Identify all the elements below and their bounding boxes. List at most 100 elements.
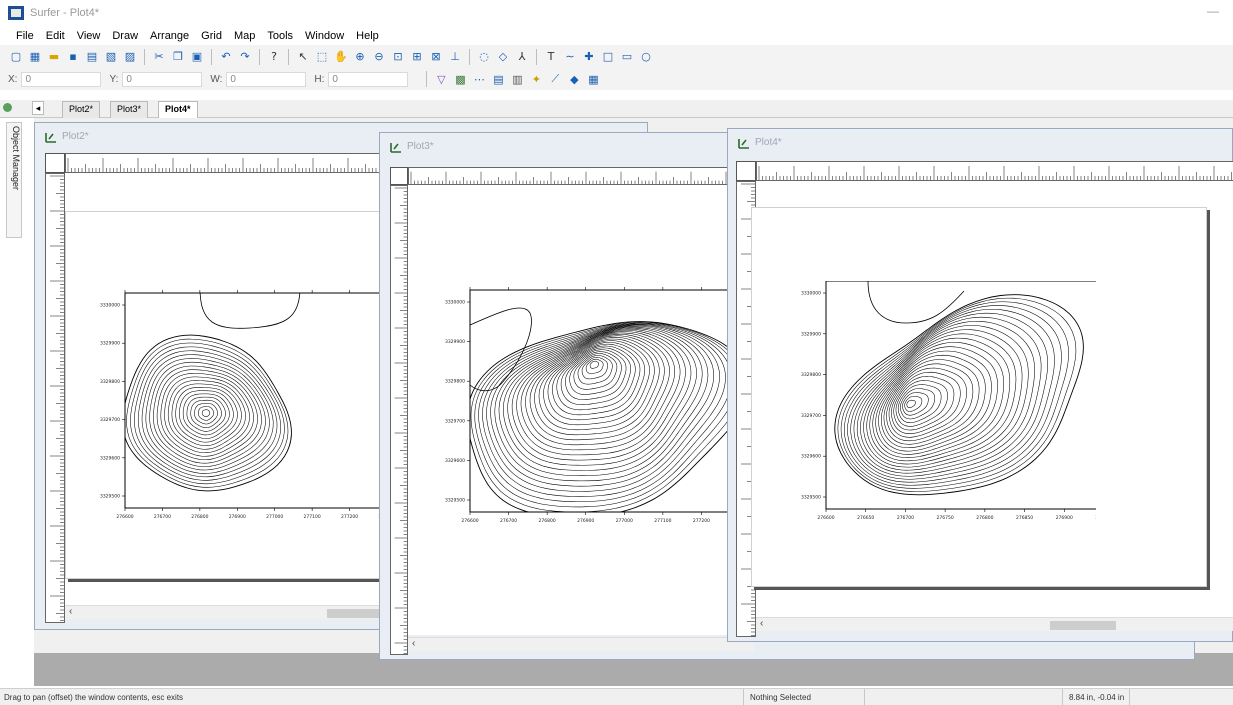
plot-canvas[interactable]: 276600 276700 276800 276900 277000 277100 2772…: [408, 185, 754, 635]
tab-plot4[interactable]: Plot4*: [158, 101, 198, 118]
horizontal-scrollbar[interactable]: ‹: [756, 617, 1233, 631]
scroll-left-icon[interactable]: ‹: [412, 638, 416, 649]
menu-edit[interactable]: Edit: [45, 29, 65, 42]
contour-line: [534, 337, 660, 436]
print-icon[interactable]: ▤: [86, 50, 98, 63]
contour-line: [573, 353, 618, 390]
zoom-out-icon[interactable]: ⊖: [374, 50, 384, 63]
contour-map-icon[interactable]: ▩: [455, 72, 466, 86]
contour-map[interactable]: 276600 276700 276800 276900 277000 277100 2772…: [418, 285, 743, 525]
color-scale-icon[interactable]: ▦: [588, 72, 599, 86]
post-map-icon[interactable]: ⋯: [473, 72, 485, 86]
plot-window-plot4[interactable]: Plot4* 276600 276650 276700 276750 276800 276…: [727, 128, 1233, 642]
contour-map[interactable]: 276600 276650 276700 276750 276800 276850 2769…: [766, 281, 1096, 521]
help-icon[interactable]: ?: [271, 50, 277, 63]
contour-map[interactable]: 276600 276700 276800 276900 277000 277100 2772…: [90, 288, 390, 523]
height-input[interactable]: 0: [328, 71, 409, 87]
menu-tools[interactable]: Tools: [267, 29, 294, 42]
save-icon[interactable]: ▪: [69, 50, 77, 63]
rounded-rect-icon[interactable]: ▭: [621, 50, 633, 63]
minimize-button[interactable]: —: [1207, 4, 1219, 18]
symbol-icon[interactable]: ✚: [584, 50, 594, 63]
digitize-icon[interactable]: ◇: [498, 50, 508, 63]
plot-window-title-bar[interactable]: Plot4*: [728, 129, 1232, 155]
text-icon[interactable]: T: [547, 50, 555, 63]
select-icon[interactable]: ↖: [298, 50, 308, 63]
block-select-icon[interactable]: ⬚: [316, 50, 328, 63]
y-tick-label: 3329700: [445, 418, 465, 424]
contour-line: [141, 354, 274, 474]
y-label: Y:: [109, 73, 119, 85]
menu-file[interactable]: File: [16, 29, 34, 42]
plot-window-icon: [738, 139, 749, 149]
measure-icon[interactable]: ⅄: [518, 50, 526, 63]
tab-scroll-left-button[interactable]: ◂: [32, 101, 44, 115]
ellipse-icon[interactable]: ○: [641, 50, 651, 63]
x-tick-label: 277000: [266, 514, 283, 520]
menu-window[interactable]: Window: [305, 29, 345, 42]
x-position-input[interactable]: 0: [21, 71, 102, 87]
shaded-relief-icon[interactable]: ▥: [512, 72, 523, 86]
new-worksheet-icon[interactable]: ▦: [29, 50, 41, 63]
zoom-actual-icon[interactable]: ⊥: [450, 50, 460, 63]
copy-icon[interactable]: ❐: [173, 50, 183, 63]
width-input[interactable]: 0: [226, 71, 307, 87]
contour-line: [872, 342, 1004, 458]
y-position-input[interactable]: 0: [122, 71, 203, 87]
import-icon[interactable]: ▧: [105, 50, 117, 63]
contour-line: [529, 335, 665, 441]
reshape-icon[interactable]: ◌: [479, 50, 489, 63]
contour-line: [516, 331, 681, 456]
contour-line: [556, 345, 636, 411]
plot-canvas[interactable]: 276600 276650 276700 276750 276800 276850 2769…: [751, 181, 1233, 617]
object-manager-pin-icon[interactable]: [3, 103, 12, 112]
scroll-left-icon[interactable]: ‹: [760, 618, 764, 629]
contour-line: [866, 333, 1017, 465]
undo-icon[interactable]: ↶: [221, 50, 231, 63]
contour-line: [137, 350, 278, 478]
base-map-icon[interactable]: ▽: [437, 72, 446, 86]
pan-icon[interactable]: ✋: [334, 50, 348, 63]
y-tick-label: 3329900: [445, 339, 465, 345]
menu-grid[interactable]: Grid: [201, 29, 222, 42]
menu-arrange[interactable]: Arrange: [150, 29, 190, 42]
menu-view[interactable]: View: [76, 29, 101, 42]
y-tick-label: 3330000: [100, 303, 120, 309]
new-icon[interactable]: ▢: [10, 50, 22, 63]
tab-plot2[interactable]: Plot2*: [62, 101, 101, 118]
export-icon[interactable]: ▨: [124, 50, 136, 63]
surface-icon[interactable]: ◆: [570, 72, 579, 86]
contour-line: [126, 338, 289, 488]
rectangle-icon[interactable]: □: [602, 50, 614, 63]
toolbar-separator: [469, 48, 470, 65]
x-tick-label: 277000: [616, 518, 633, 524]
contour-line: [490, 325, 715, 487]
cut-icon[interactable]: ✂: [154, 50, 164, 63]
scrollbar-thumb[interactable]: [1050, 621, 1116, 630]
zoom-fit-icon[interactable]: ⊞: [412, 50, 422, 63]
paste-icon[interactable]: ▣: [191, 50, 203, 63]
open-icon[interactable]: ▬: [48, 50, 60, 63]
wireframe-icon[interactable]: ⟋: [551, 72, 560, 85]
image-map-icon[interactable]: ▤: [493, 72, 504, 86]
object-manager-panel[interactable]: Object Manager: [6, 122, 22, 238]
tab-plot3[interactable]: Plot3*: [110, 101, 149, 118]
contour-line: [474, 322, 738, 508]
zoom-rect-icon[interactable]: ⊡: [393, 50, 403, 63]
horizontal-scrollbar[interactable]: ‹: [408, 637, 754, 651]
contour-line: [199, 293, 301, 329]
vector-map-icon[interactable]: ✦: [531, 72, 542, 86]
menu-draw[interactable]: Draw: [112, 29, 139, 42]
scrollbar-thumb[interactable]: [327, 609, 407, 618]
x-tick-label: 276900: [1056, 515, 1073, 521]
contour-line: [134, 346, 282, 481]
scroll-left-icon[interactable]: ‹: [69, 606, 73, 617]
redo-icon[interactable]: ↷: [240, 50, 250, 63]
spline-icon[interactable]: ∼: [565, 50, 575, 63]
menu-bar: File Edit View Draw Arrange Grid Map Too…: [0, 26, 1233, 45]
menu-help[interactable]: Help: [356, 29, 379, 42]
menu-map[interactable]: Map: [233, 29, 256, 42]
status-message: Drag to pan (offset) the window contents…: [4, 693, 184, 702]
zoom-page-icon[interactable]: ⊠: [431, 50, 441, 63]
zoom-in-icon[interactable]: ⊕: [355, 50, 365, 63]
